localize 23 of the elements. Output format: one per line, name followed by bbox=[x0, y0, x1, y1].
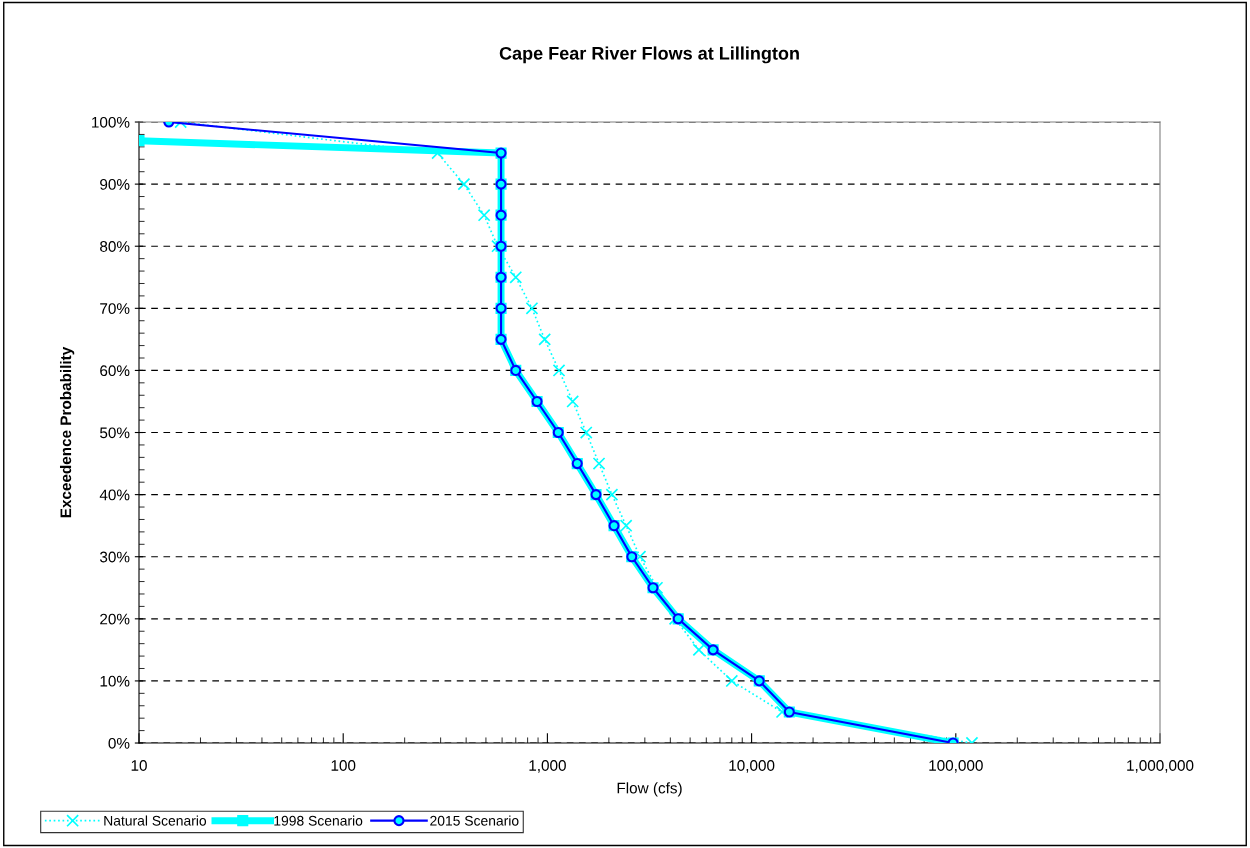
y-tick-label: 40% bbox=[99, 489, 130, 501]
chart-title: Cape Fear River Flows at Lillington bbox=[499, 46, 799, 64]
x-tick-label: 100 bbox=[331, 760, 356, 771]
legend-label: Natural Scenario bbox=[104, 815, 207, 826]
x-tick-label: 10 bbox=[131, 760, 147, 771]
y-tick-label: 60% bbox=[100, 365, 130, 377]
x-axis-title: Flow (cfs) bbox=[617, 782, 682, 797]
y-tick-label: 80% bbox=[100, 241, 130, 252]
y-tick-label: 30% bbox=[99, 551, 130, 563]
y-tick-label: 20% bbox=[100, 613, 130, 625]
y-tick-label: 10% bbox=[100, 675, 130, 687]
y-tick-label: 90% bbox=[100, 178, 130, 190]
legend-label: 2015 Scenario bbox=[430, 815, 519, 826]
y-tick-label: 100% bbox=[92, 116, 130, 128]
y-tick-label: 50% bbox=[100, 427, 130, 439]
x-tick-label: 1,000 bbox=[529, 760, 566, 773]
y-axis-title: Exceedence Probability bbox=[59, 346, 75, 518]
x-tick-label: 1,000,000 bbox=[1127, 760, 1194, 773]
y-tick-label: 0% bbox=[108, 737, 130, 749]
y-tick-label: 70% bbox=[100, 303, 130, 315]
x-tick-label: 10,000 bbox=[729, 760, 775, 773]
x-tick-label: 100,000 bbox=[929, 760, 983, 773]
legend-label: 1998 Scenario bbox=[274, 815, 363, 826]
